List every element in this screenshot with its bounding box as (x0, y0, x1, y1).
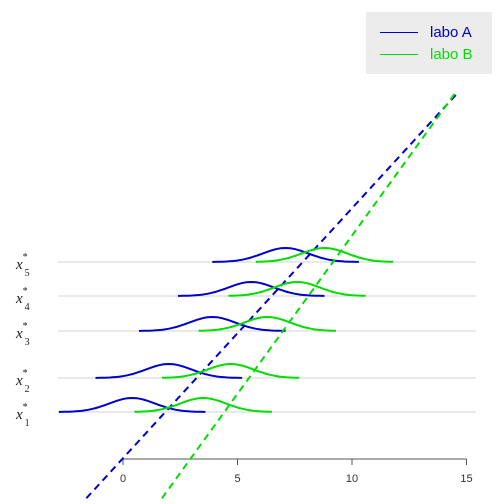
row-label-3: x* 3 (15, 321, 30, 348)
density-curve-labo-B-row-1 (134, 396, 272, 413)
row-label-2: x* 2 (15, 368, 30, 395)
density-curve-labo-A-row-1 (58, 396, 206, 413)
x-tick-label: 5 (234, 473, 240, 485)
x-tick-label: 0 (120, 473, 126, 485)
row-label-1: x* 1 (15, 402, 30, 429)
x-tick-label: 15 (460, 473, 472, 485)
legend-item-labo-b: labo B (380, 44, 473, 64)
legend-label-labo-a: labo A (430, 23, 472, 41)
density-curve-labo-B-row-5 (255, 246, 394, 263)
legend-swatch-labo-b (380, 53, 418, 55)
legend-item-labo-a: labo A (380, 22, 472, 42)
density-curve-labo-B-row-4 (228, 280, 366, 297)
row-label-5: x* 5 (15, 252, 30, 279)
legend-swatch-labo-a (380, 31, 418, 33)
legend-label-labo-b: labo B (430, 45, 473, 63)
density-curve-labo-B-row-3 (198, 315, 336, 332)
density-curve-labo-A-row-3 (139, 315, 286, 332)
diagonal-labo-A (85, 92, 459, 499)
x-tick-label: 10 (346, 473, 358, 485)
legend: labo A labo B (366, 12, 492, 74)
density-curve-labo-A-row-4 (178, 280, 325, 297)
density-curve-labo-B-row-2 (161, 362, 300, 379)
density-curve-labo-A-row-2 (95, 362, 243, 379)
row-label-4: x* 4 (15, 286, 30, 313)
